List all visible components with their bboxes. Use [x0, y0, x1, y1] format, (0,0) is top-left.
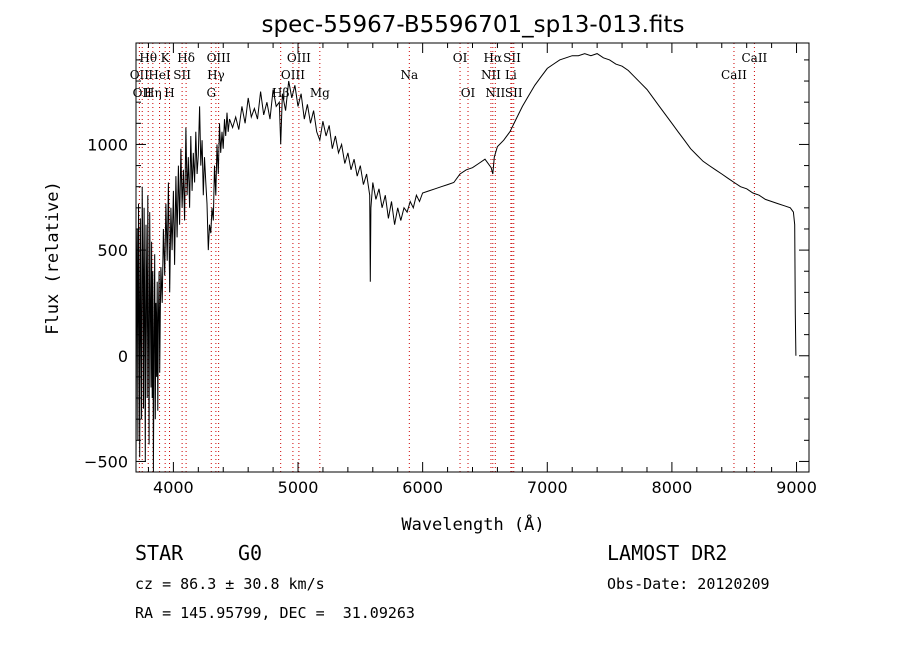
line-marker-label-15: Mg: [310, 86, 330, 100]
y-tick-label-0: 0: [118, 347, 128, 366]
redshift-velocity: cz = 86.3 ± 30.8 km/s: [135, 575, 325, 593]
line-marker-label-20: Hα: [484, 51, 503, 65]
line-marker-label-4: HeI: [148, 68, 171, 82]
y-tick-label--500: −500: [84, 452, 128, 471]
line-marker-label-19: NII: [481, 68, 501, 82]
observation-date: Obs-Date: 20120209: [607, 575, 770, 593]
line-marker-label-10: Hγ: [207, 68, 225, 82]
line-marker-label-14: OIII: [287, 51, 311, 65]
line-marker-label-26: CaII: [741, 51, 767, 65]
x-tick-label-5000: 5000: [278, 478, 319, 497]
object-class: STAR: [135, 541, 184, 565]
y-axis-label: Flux (relative): [43, 181, 63, 335]
line-marker-label-12: Hβ: [272, 86, 289, 100]
y-tick-label-500: 500: [97, 241, 128, 260]
line-marker-label-16: Na: [400, 68, 418, 82]
chart-title: spec-55967-B5596701_sp13-013.fits: [262, 12, 685, 38]
x-tick-label-9000: 9000: [776, 478, 817, 497]
x-tick-label-4000: 4000: [153, 478, 194, 497]
line-marker-label-13: OIII: [281, 68, 305, 82]
x-tick-label-6000: 6000: [402, 478, 443, 497]
x-tick-label-7000: 7000: [527, 478, 568, 497]
spectral-subclass: G0: [238, 541, 263, 565]
x-axis-label: Wavelength (Å): [401, 513, 544, 535]
line-marker-label-6: H: [164, 86, 174, 100]
line-marker-label-3: Hη: [144, 86, 162, 100]
survey-name: LAMOST DR2: [607, 541, 728, 565]
spectrum-series-line: [135, 53, 797, 473]
line-marker-label-2: Hθ: [139, 51, 157, 65]
line-marker-label-17: OI: [453, 51, 468, 65]
line-marker-label-25: CaII: [721, 68, 747, 82]
spectral-line-markers: OII OII Hθ Hη HeI K H SII Hδ G Hγ OIII Hβ OIII OIII Mg N…: [130, 43, 768, 472]
line-marker-label-1: OII: [133, 86, 153, 100]
y-tick-label-1000: 1000: [87, 135, 128, 154]
plot-frame: [135, 42, 810, 473]
line-marker-label-0: OII: [130, 68, 150, 82]
x-tick-label-8000: 8000: [652, 478, 693, 497]
line-marker-label-5: K: [161, 51, 171, 65]
line-marker-label-11: OIII: [207, 51, 231, 65]
line-marker-label-22: Li: [505, 68, 517, 82]
line-marker-label-24: SII: [505, 86, 523, 100]
line-marker-label-21: NII: [485, 86, 505, 100]
line-marker-label-23: SII: [503, 51, 521, 65]
sky-coordinates: RA = 145.95799, DEC = 31.09263: [135, 604, 415, 622]
line-marker-label-18: OI: [461, 86, 476, 100]
line-marker-label-7: SII: [173, 68, 191, 82]
axes: 4000 5000 6000 7000 8000 9000 −500 0 500 1000: [84, 42, 817, 497]
line-marker-label-8: Hδ: [177, 51, 195, 65]
line-marker-label-9: G: [206, 86, 216, 100]
